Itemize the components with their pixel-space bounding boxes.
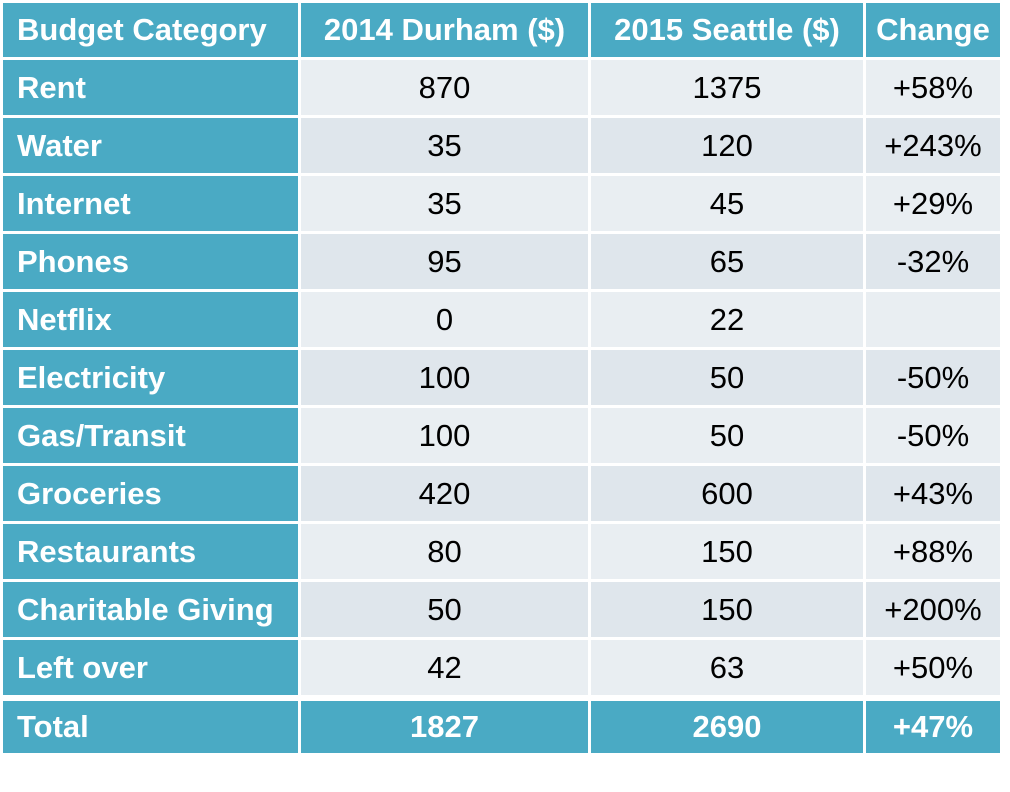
table-header-row: Budget Category 2014 Durham ($) 2015 Sea… <box>0 0 1003 60</box>
row-change-cell: +243% <box>863 115 1003 176</box>
row-seattle-cell: 50 <box>588 347 866 408</box>
total-label: Total <box>0 695 301 756</box>
row-durham-cell: 50 <box>298 579 591 640</box>
table-row: Netflix 0 22 <box>0 289 1003 350</box>
row-category-cell: Internet <box>0 173 301 234</box>
row-category-cell: Water <box>0 115 301 176</box>
row-change-cell: -32% <box>863 231 1003 292</box>
row-category-cell: Charitable Giving <box>0 579 301 640</box>
table-row: Left over 42 63 +50% <box>0 637 1003 700</box>
row-change-cell: +200% <box>863 579 1003 640</box>
row-change-cell: +58% <box>863 57 1003 118</box>
row-durham-cell: 100 <box>298 405 591 466</box>
total-row: Total 1827 2690 +47% <box>0 695 1003 756</box>
row-seattle-cell: 45 <box>588 173 866 234</box>
table-row: Groceries 420 600 +43% <box>0 463 1003 524</box>
row-seattle-cell: 65 <box>588 231 866 292</box>
row-seattle-cell: 120 <box>588 115 866 176</box>
total-change: +47% <box>863 695 1003 756</box>
row-category-cell: Phones <box>0 231 301 292</box>
table-row: Restaurants 80 150 +88% <box>0 521 1003 582</box>
table-body: Rent 870 1375 +58% Water 35 120 +243% Internet 35… <box>0 57 1003 700</box>
row-category-cell: Netflix <box>0 289 301 350</box>
row-durham-cell: 420 <box>298 463 591 524</box>
row-seattle-cell: 22 <box>588 289 866 350</box>
row-durham-cell: 42 <box>298 637 591 700</box>
row-change-cell: +88% <box>863 521 1003 582</box>
row-category-cell: Left over <box>0 637 301 700</box>
column-header-change: Change <box>863 0 1003 60</box>
table-row: Rent 870 1375 +58% <box>0 57 1003 118</box>
row-seattle-cell: 1375 <box>588 57 866 118</box>
row-durham-cell: 0 <box>298 289 591 350</box>
row-durham-cell: 100 <box>298 347 591 408</box>
budget-table: Budget Category 2014 Durham ($) 2015 Sea… <box>0 0 1003 756</box>
total-durham: 1827 <box>298 695 591 756</box>
row-change-cell <box>863 289 1003 350</box>
table-row: Water 35 120 +243% <box>0 115 1003 176</box>
total-seattle: 2690 <box>588 695 866 756</box>
row-durham-cell: 80 <box>298 521 591 582</box>
table-row: Charitable Giving 50 150 +200% <box>0 579 1003 640</box>
row-category-cell: Gas/Transit <box>0 405 301 466</box>
row-category-cell: Rent <box>0 57 301 118</box>
row-category-cell: Restaurants <box>0 521 301 582</box>
row-change-cell: -50% <box>863 405 1003 466</box>
row-seattle-cell: 150 <box>588 579 866 640</box>
row-durham-cell: 35 <box>298 115 591 176</box>
column-header-seattle: 2015 Seattle ($) <box>588 0 866 60</box>
row-durham-cell: 35 <box>298 173 591 234</box>
table-row: Electricity 100 50 -50% <box>0 347 1003 408</box>
column-header-durham: 2014 Durham ($) <box>298 0 591 60</box>
row-change-cell: -50% <box>863 347 1003 408</box>
row-seattle-cell: 150 <box>588 521 866 582</box>
row-seattle-cell: 600 <box>588 463 866 524</box>
table-row: Gas/Transit 100 50 -50% <box>0 405 1003 466</box>
column-header-category: Budget Category <box>0 0 301 60</box>
table-row: Phones 95 65 -32% <box>0 231 1003 292</box>
row-seattle-cell: 63 <box>588 637 866 700</box>
row-change-cell: +29% <box>863 173 1003 234</box>
row-seattle-cell: 50 <box>588 405 866 466</box>
row-category-cell: Groceries <box>0 463 301 524</box>
row-category-cell: Electricity <box>0 347 301 408</box>
row-durham-cell: 95 <box>298 231 591 292</box>
row-change-cell: +43% <box>863 463 1003 524</box>
table-row: Internet 35 45 +29% <box>0 173 1003 234</box>
row-durham-cell: 870 <box>298 57 591 118</box>
row-change-cell: +50% <box>863 637 1003 700</box>
